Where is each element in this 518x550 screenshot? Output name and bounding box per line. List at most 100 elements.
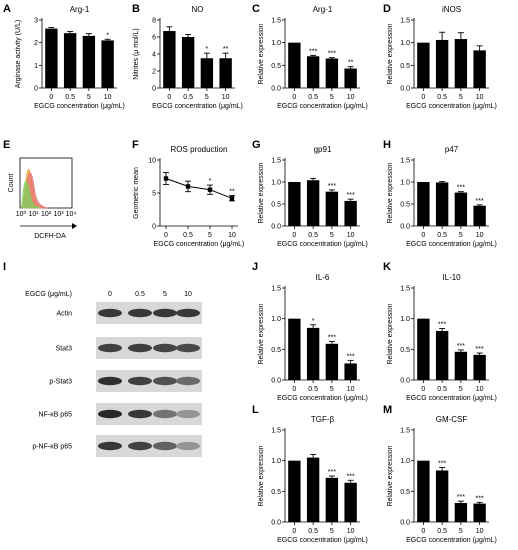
panel-l: L TGF-β 0.0 0.5 1.0 1.5 Relative expression 0 0.… [252,404,368,544]
x-axis-label: EGCG concentration (μg/mL) [154,241,245,248]
x-tick-label: 0 [49,94,53,101]
bar [325,58,339,88]
blot-band [128,409,152,419]
blot-band [128,376,152,386]
x-tick-label: 10 [476,232,484,239]
blot-band [98,409,122,419]
x-tick-label: 5 [330,232,334,239]
significance-marker: *** [328,469,336,476]
blot-band [176,441,200,451]
bar [473,354,486,380]
y-tick-label: 1.0 [400,316,410,323]
x-tick-label: 0 [421,232,425,239]
blot-band [153,308,177,318]
chart-title: GM-CSF [436,415,468,424]
y-tick-label: 1.5 [271,286,281,293]
blot-band [153,376,177,386]
bar [288,182,301,226]
significance-marker: *** [347,473,355,480]
chart-title: IL-10 [442,273,461,282]
bar [417,318,430,380]
x-axis-label: EGCG concentration (μg/mL) [277,241,368,248]
bar [288,42,301,88]
significance-marker: *** [476,495,484,502]
bar [306,457,320,522]
y-tick-label: 0.5 [271,202,281,209]
chart-title: NO [192,5,204,14]
blot-band [176,409,200,419]
panel-letter: B [132,3,140,15]
x-tick-label: 0 [421,386,425,393]
y-axis-label: Relative expression [387,23,394,84]
x-tick-label: 5 [330,94,334,101]
y-axis-label: Relative expression [258,445,265,506]
panel-b: B NO 0 2 4 6 8 Nitrites (μ mol/L) 0 0.5 5 * 10 ** EGCG… [132,3,243,110]
x-tick-label: 0 [167,94,171,101]
blot-band [98,441,122,451]
x-tick-label: 5 [459,528,463,535]
y-tick-label: 4 [152,52,156,59]
x-axis-label: EGCG concentration (μg/mL) [152,103,243,110]
significance-marker: *** [476,346,484,353]
x-axis-label: EGCG concentration (μg/mL) [406,537,497,544]
x-tick-label: 10 [476,528,484,535]
chart-title: Arg-1 [70,5,90,14]
y-tick-label: 1.0 [400,180,410,187]
x-tick-label: 0.5 [308,528,318,535]
blot-band [98,343,122,353]
y-axis-label: Relative expression [387,303,394,364]
x-tick-label: 0.5 [308,386,318,393]
blot-row-label: Actin [56,311,72,318]
panel-letter: F [132,139,139,151]
panel-f: F ROS production 0 5 10 Geometric mean 0 0.5 5 * 1… [132,139,244,248]
chart-title: Arg-1 [313,5,333,14]
chart-title: gp91 [314,145,332,154]
bar [435,39,449,88]
x-tick-label: 0.5 [308,232,318,239]
y-tick-label: 0.0 [400,86,410,93]
bar [435,182,449,226]
y-tick-label: 0.5 [271,347,281,354]
bar [306,327,320,380]
bar [306,56,320,88]
significance-marker: *** [347,192,355,199]
x-tick-label: 0.5 [308,94,318,101]
significance-marker: *** [438,460,446,467]
significance-marker: ** [223,46,229,53]
y-tick-label: 1.5 [271,428,281,435]
y-tick-label: 0.5 [400,63,410,70]
significance-marker: *** [328,51,336,58]
x-tick-label: 5 [205,94,209,101]
bar [200,58,214,88]
bar [288,460,301,522]
x-axis-label: EGCG concentration (μg/mL) [406,103,497,110]
x-tick-label: 10 [104,94,112,101]
panel-letter: I [3,261,6,273]
y-tick-label: 0.5 [271,63,281,70]
bar [306,180,320,226]
series-line [165,178,233,199]
bar [45,28,58,88]
blot-band [153,409,177,419]
x-tick-label: 10 [347,232,355,239]
panel-j: J IL-6 0.0 0.5 1.0 1.5 Relative expression 0 0.5… [252,261,368,402]
blot-band [98,376,122,386]
x-tick-label: 0 [292,94,296,101]
data-point [163,176,169,181]
y-tick-label: 0.0 [400,224,410,231]
y-tick-label: 1.5 [400,428,410,435]
x-axis-label: EGCG concentration (μg/mL) [277,537,368,544]
y-axis-label: Relative expression [258,23,265,84]
flow-x-tick: 10¹ [28,211,39,218]
panel-e: E Count 10⁰ 10¹ 10² 10³ 10⁴ DCFH-DA [3,139,77,240]
y-tick-label: 2 [152,69,156,76]
blot-band [98,308,122,318]
lane-label: 10 [184,291,192,298]
x-tick-label: 10 [476,94,484,101]
significance-marker: * [106,32,109,39]
blot-row-label: p-NF-κB p65 [32,444,72,451]
y-tick-label: 1.5 [400,286,410,293]
x-tick-label: 10 [228,232,236,239]
